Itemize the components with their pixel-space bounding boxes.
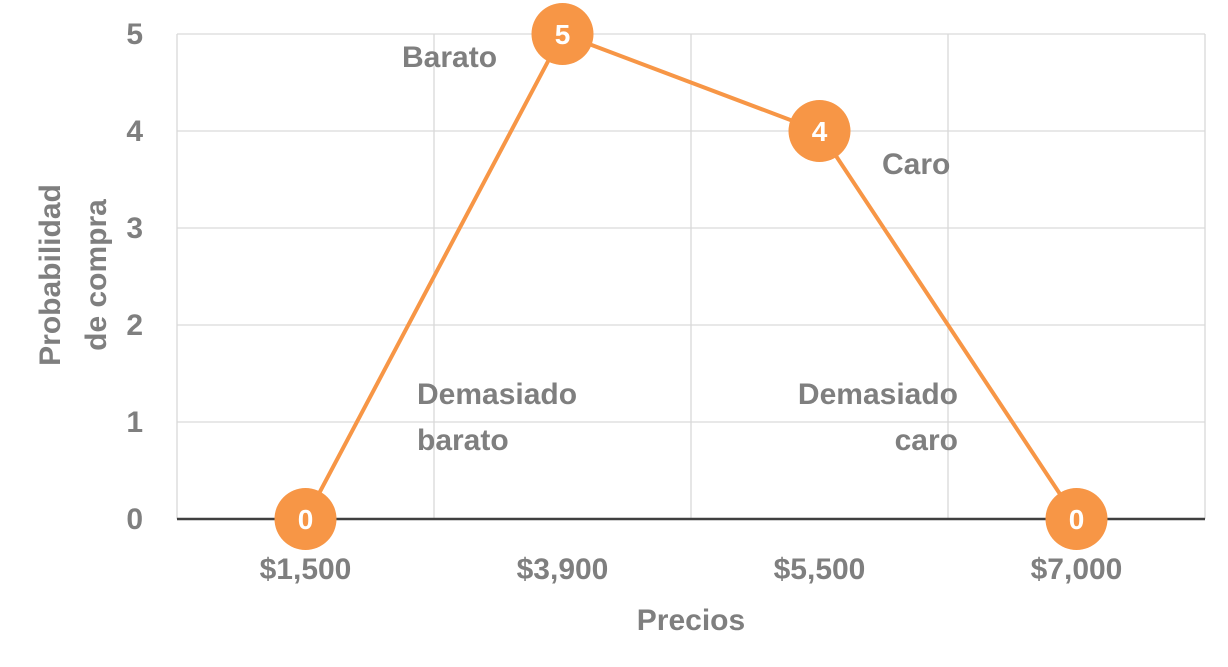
annotation-demasiado-barato-line-2: barato xyxy=(417,424,509,457)
x-tick-label: $7,000 xyxy=(1031,553,1123,586)
data-point-marker xyxy=(274,488,337,550)
y-tick-label: 3 xyxy=(126,212,143,245)
data-label: 4 xyxy=(812,116,828,147)
y-tick-label: 4 xyxy=(126,115,143,148)
annotation-barato: Barato xyxy=(402,41,497,74)
annotation-caro: Caro xyxy=(882,148,950,181)
data-point-marker xyxy=(788,100,851,162)
x-tick-label: $1,500 xyxy=(260,553,352,586)
y-axis-title-line-1: Probabilidad xyxy=(34,184,67,366)
y-tick-label: 0 xyxy=(126,503,143,536)
x-tick-label: $3,900 xyxy=(517,553,609,586)
y-tick-labels: 0 1 2 3 4 5 xyxy=(126,18,143,536)
x-axis-title: Precios xyxy=(637,604,745,637)
y-tick-label: 1 xyxy=(126,406,143,439)
grid xyxy=(176,33,1206,519)
data-label: 5 xyxy=(555,19,571,50)
data-point-marker xyxy=(1045,488,1108,550)
y-axis-title: Probabilidad de compra xyxy=(34,184,113,366)
x-tick-label: $5,500 xyxy=(774,553,866,586)
annotation-demasiado-caro-line-1: Demasiado xyxy=(798,378,958,411)
x-tick-labels: $1,500 $3,900 $5,500 $7,000 xyxy=(260,553,1123,586)
series-line xyxy=(303,32,1079,521)
annotations: Barato Caro Demasiado barato Demasiado c… xyxy=(402,41,958,457)
y-tick-label: 5 xyxy=(126,18,143,51)
data-point-marker xyxy=(531,3,594,65)
y-axis-title-line-2: de compra xyxy=(80,199,113,351)
y-tick-label: 2 xyxy=(126,309,143,342)
series: 0 5 4 0 xyxy=(274,3,1108,550)
data-label: 0 xyxy=(298,504,314,535)
annotation-demasiado-barato-line-1: Demasiado xyxy=(417,378,577,411)
annotation-demasiado-caro-line-2: caro xyxy=(895,424,958,457)
data-label: 0 xyxy=(1069,504,1085,535)
